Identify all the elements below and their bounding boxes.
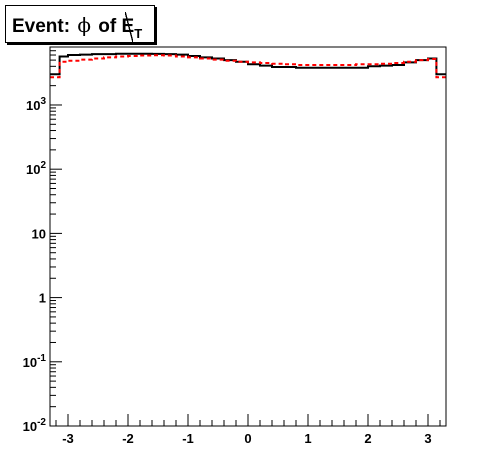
x-tick-label: -1 — [182, 431, 194, 446]
series-layer — [50, 52, 446, 79]
plot-frame — [49, 46, 447, 427]
y-tick-label: 10-2 — [23, 417, 47, 434]
y-tick-base: 1 — [39, 291, 46, 306]
x-tick-label: -2 — [122, 431, 134, 446]
title-met-symbol: E — [122, 8, 134, 46]
title-subscript: T — [134, 26, 143, 41]
x-tick-label: 3 — [424, 431, 431, 446]
y-tick-base: 10 — [26, 162, 40, 177]
x-tick-label: -3 — [62, 431, 74, 446]
x-tick-label: 2 — [364, 431, 371, 446]
y-tick-base: 10 — [23, 419, 37, 434]
series-line-0 — [50, 52, 446, 76]
y-tick-base: 10 — [23, 355, 37, 370]
y-tick-exponent: -2 — [37, 417, 46, 428]
chart-title: Event: ϕ of ET — [5, 5, 155, 43]
y-tick-base: 10 — [26, 98, 40, 113]
y-tick-label: 1 — [39, 291, 46, 306]
y-tick-label: 102 — [26, 160, 46, 177]
x-tick-label: 1 — [304, 431, 311, 446]
y-tick-label: 10 — [32, 226, 46, 241]
title-phi-symbol: ϕ — [77, 13, 91, 37]
y-tick-exponent: 2 — [40, 160, 46, 171]
y-tick-exponent: 3 — [40, 96, 46, 107]
y-tick-base: 10 — [32, 226, 46, 241]
title-prefix: Event: — [12, 16, 71, 37]
series-line-1 — [50, 54, 446, 79]
y-tick-exponent: -1 — [37, 353, 46, 364]
x-tick-label: 0 — [244, 431, 251, 446]
y-tick-label: 103 — [26, 96, 46, 113]
ticks-layer — [50, 46, 441, 427]
title-of: of — [98, 16, 117, 37]
y-tick-label: 10-1 — [23, 353, 47, 370]
